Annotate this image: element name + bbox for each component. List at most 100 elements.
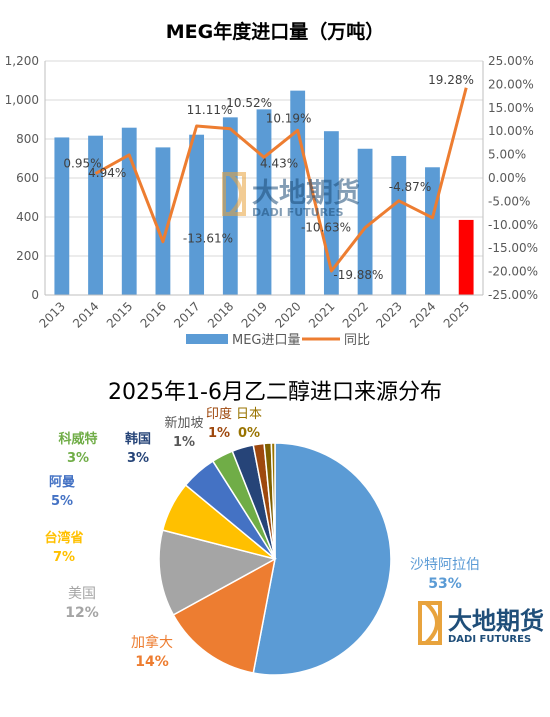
bar [88, 135, 103, 295]
pie-slice [270, 442, 276, 560]
x-tick-label: 2013 [36, 299, 67, 330]
y-right-tick-label: -10.00% [488, 218, 538, 232]
bar-watermark: 大地期货 DADI FUTURES [222, 172, 360, 219]
data-label: 11.11% [187, 103, 233, 117]
pie-slice-name: 韩国 [125, 431, 151, 447]
pie-slice-label: 韩国 3% [125, 431, 151, 466]
pie-slice-label: 科威特 3% [58, 431, 97, 466]
bar-chart-title: MEG年度进口量（万吨） [166, 20, 384, 43]
watermark-en-2: DADI FUTURES [448, 634, 531, 645]
data-label: 19.28% [428, 73, 474, 87]
pie-watermark: 大地期货 DADI FUTURES [418, 601, 544, 645]
data-label: -19.88% [333, 268, 383, 282]
bar [391, 155, 407, 295]
x-tick-label: 2017 [171, 299, 202, 330]
pie-slice-label: 阿曼 5% [49, 475, 75, 509]
data-label: 4.94% [88, 166, 126, 180]
dadi-logo-icon-2 [418, 601, 442, 645]
data-label: -13.61% [183, 232, 233, 246]
pie-slice-name: 阿曼 [49, 475, 75, 490]
bar [458, 219, 474, 295]
pie-slice [158, 529, 278, 616]
pie-slice-name: 沙特阿拉伯 [410, 557, 480, 573]
y-left-tick-label: 1,000 [5, 93, 39, 107]
pie-slice-name: 美国 [68, 586, 96, 602]
pie-slice [172, 557, 277, 674]
y-right-tick-label: -15.00% [488, 241, 538, 255]
pie-slice-name: 加拿大 [131, 634, 173, 651]
pie-slice-pct: 14% [135, 654, 169, 670]
pie-slice-label: 加拿大 14% [131, 634, 173, 670]
y-right-tick-label: -5.00% [488, 194, 530, 208]
pie-slice-name: 台湾省 [44, 530, 83, 546]
y-right-tick-label: -20.00% [488, 265, 538, 279]
pie-chart: 2025年1-6月乙二醇进口来源分布 沙特阿拉伯 53% 加拿大 14% 美国 12% 台湾… [44, 380, 544, 676]
y-right-tick-label: 25.00% [488, 54, 534, 68]
x-tick-label: 2020 [272, 299, 303, 330]
x-tick-label: 2014 [70, 299, 101, 330]
bar [54, 137, 70, 295]
y-right-tick-label: 10.00% [488, 124, 534, 138]
pie-slice-pct: 1% [173, 435, 195, 450]
data-label: 0.95% [63, 157, 101, 171]
bar [155, 147, 171, 295]
data-label: 10.19% [266, 111, 312, 125]
data-label: 4.43% [260, 156, 298, 170]
bar [121, 127, 137, 295]
pie-slice-label: 沙特阿拉伯 53% [410, 557, 480, 592]
y-left-tick-label: 200 [16, 249, 39, 263]
pie-slice-label: 新加坡 1% [164, 415, 203, 450]
y-left-tick-label: 400 [16, 210, 39, 224]
y-left-tick-label: 0 [31, 288, 39, 302]
pie-slice [252, 442, 392, 676]
legend-swatch-bars [186, 334, 228, 344]
pie-slice-pct: 3% [127, 451, 149, 466]
x-tick-label: 2024 [407, 299, 438, 330]
y-left-tick-label: 800 [16, 132, 39, 146]
x-tick-label: 2016 [138, 299, 169, 330]
pie-slice-name: 科威特 [58, 431, 97, 447]
bar [222, 117, 238, 295]
pie-slice-pct: 7% [53, 550, 75, 565]
y-left-tick-label: 1,200 [5, 54, 39, 68]
pie-slice-label: 印度 1% [206, 406, 232, 441]
legend-label-bars: MEG进口量 [232, 333, 301, 348]
pie-slice-label: 台湾省 7% [44, 530, 83, 565]
bar-line-chart: MEG年度进口量（万吨） 0.95%4.94% -13.61% 11.11%10.5… [5, 20, 538, 348]
pie-chart-title: 2025年1-6月乙二醇进口来源分布 [108, 380, 442, 405]
y-right-tick-label: 15.00% [488, 101, 534, 115]
y-left-tick-label: 600 [16, 171, 39, 185]
pie-slice-name: 新加坡 [164, 415, 203, 431]
dadi-logo-icon [222, 172, 246, 216]
y-right-tick-label: 5.00% [488, 148, 526, 162]
y-right-tick-label: -25.00% [488, 288, 538, 302]
data-label: -10.63% [301, 221, 351, 235]
data-label: -4.87% [389, 180, 431, 194]
x-tick-label: 2023 [373, 299, 404, 330]
x-tick-label: 2018 [205, 299, 236, 330]
x-tick-label: 2015 [104, 299, 135, 330]
x-tick-label: 2019 [239, 299, 270, 330]
y-right-tick-label: 0.00% [488, 171, 526, 185]
x-tick-label: 2025 [441, 299, 472, 330]
pie-slice-label: 美国 12% [65, 586, 99, 621]
legend: MEG进口量 同比 [186, 333, 370, 348]
x-tick-label: 2021 [306, 299, 337, 330]
pie-slice-pct: 12% [65, 605, 99, 621]
pie-slice-name: 日本 [236, 407, 262, 422]
bar [357, 148, 373, 295]
pie-slice-name: 印度 [206, 406, 232, 422]
watermark-en: DADI FUTURES [252, 206, 344, 219]
data-label: 10.52% [226, 96, 272, 110]
yoy-series-line [94, 87, 468, 273]
pie-slice-pct: 0% [238, 426, 260, 441]
bar [189, 134, 205, 295]
pie-slice-pct: 3% [67, 451, 89, 466]
watermark-cn-2: 大地期货 [448, 607, 544, 635]
watermark-cn: 大地期货 [252, 177, 360, 209]
pie-slice-pct: 53% [428, 576, 462, 592]
pie-slice-label: 日本 0% [236, 407, 262, 441]
y-right-tick-label: 20.00% [488, 77, 534, 91]
pie-slice-pct: 1% [208, 426, 230, 441]
x-tick-label: 2022 [340, 299, 371, 330]
